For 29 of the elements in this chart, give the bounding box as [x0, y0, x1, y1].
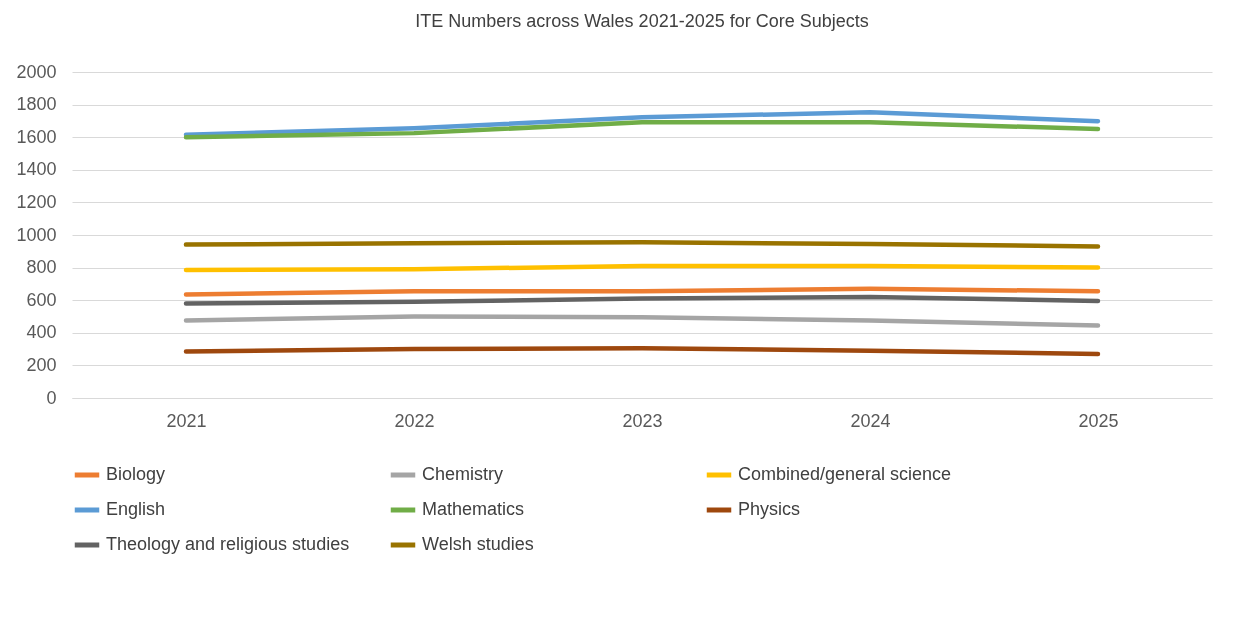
- y-tick-label: 200: [26, 354, 57, 375]
- line-series: [183, 314, 1101, 328]
- legend-label: Mathematics: [422, 499, 525, 519]
- x-tick-label: 2025: [1078, 410, 1119, 431]
- y-tick-label: 1200: [16, 191, 57, 212]
- y-tick-label: 2000: [16, 61, 57, 82]
- y-tick-label: 800: [26, 257, 57, 278]
- legend-label: Theology and religious studies: [106, 534, 350, 554]
- x-tick-label: 2021: [166, 410, 207, 431]
- y-tick-label: 0: [46, 387, 57, 408]
- line-series: [183, 110, 1101, 138]
- y-tick-label: 400: [26, 322, 57, 343]
- legend-label: Biology: [106, 464, 166, 484]
- legend-label: Physics: [738, 499, 801, 519]
- y-tick-label: 1600: [16, 126, 57, 147]
- legend-label: Welsh studies: [422, 534, 534, 554]
- y-tick-label: 600: [26, 289, 57, 310]
- x-tick-label: 2024: [850, 410, 891, 431]
- legend-label: Chemistry: [422, 464, 504, 484]
- y-tick-label: 1400: [16, 159, 57, 180]
- x-tick-label: 2022: [394, 410, 435, 431]
- legend-label: English: [106, 499, 166, 519]
- y-tick-label: 1000: [16, 224, 57, 245]
- x-tick-label: 2023: [622, 410, 663, 431]
- line-series: [183, 119, 1101, 140]
- y-tick-label: 1800: [16, 94, 57, 115]
- line-series: [183, 294, 1101, 306]
- legend-label: Combined/general science: [738, 464, 952, 484]
- chart-title: ITE Numbers across Wales 2021-2025 for Core Subjects: [415, 11, 869, 31]
